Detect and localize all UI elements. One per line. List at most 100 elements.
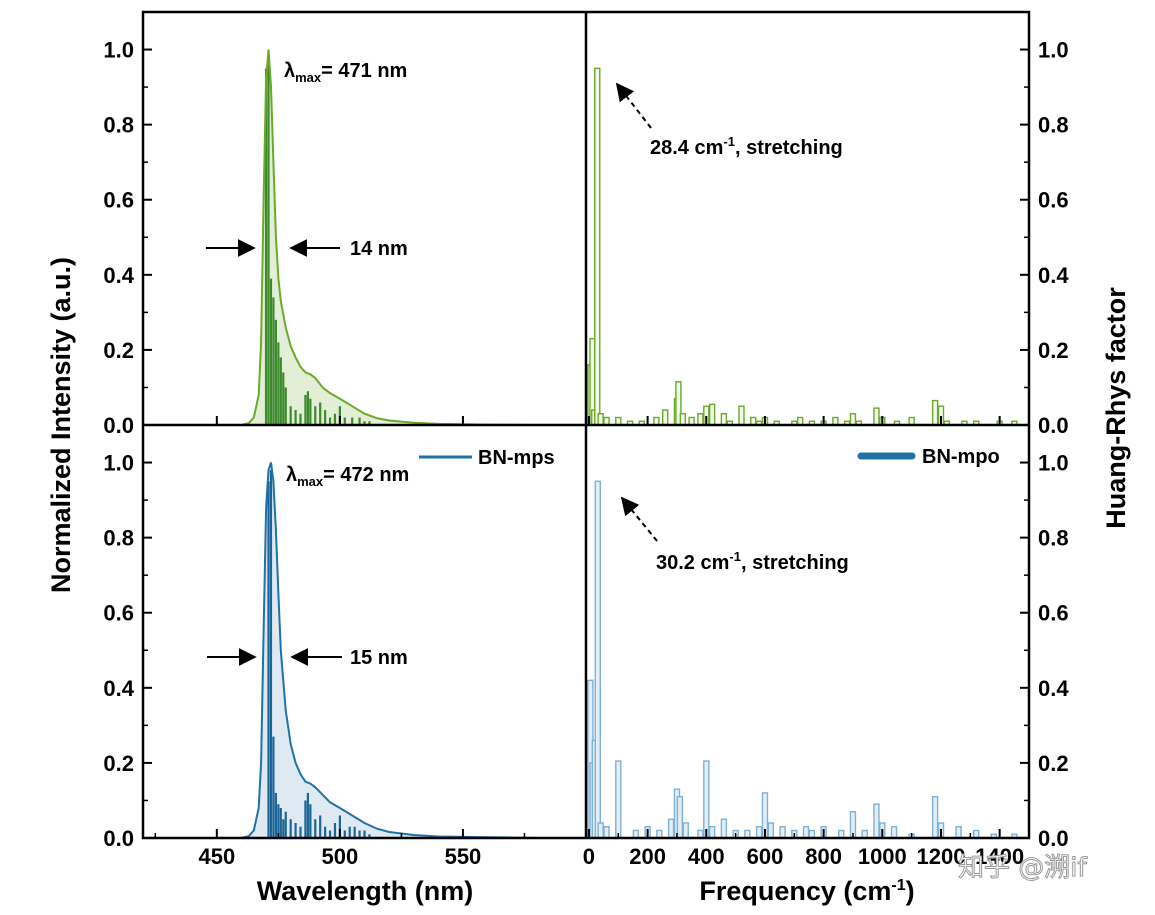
huang-rhys-bar	[890, 826, 898, 839]
x-tick-label: 500	[322, 844, 359, 869]
top-peak-arrow	[615, 82, 652, 129]
x-tick-label: 1200	[917, 844, 966, 869]
y-tick-label: 0.2	[103, 751, 134, 776]
top-peak-label: 28.4 cm-1, stretching	[650, 134, 843, 159]
huang-rhys-bar	[679, 413, 687, 426]
huang-rhys-bar	[767, 822, 775, 839]
bottom-peak-value: 30.2 cm	[656, 552, 729, 574]
y-tick-label: 0.8	[103, 113, 134, 138]
top-peak-suffix: , stretching	[735, 137, 843, 159]
huang-rhys-bar	[755, 826, 763, 839]
y-tick-label: 0.4	[1038, 676, 1069, 701]
y-tick-label: 0.2	[103, 338, 134, 363]
right-x-axis-label-main: Frequency (cm	[699, 876, 891, 906]
huang-rhys-bar	[697, 413, 704, 426]
x-tick-label: 550	[445, 844, 482, 869]
x-tick-label: 0	[583, 844, 595, 869]
huang-rhys-bar	[603, 826, 610, 839]
bottom-peak-arrow	[620, 496, 658, 542]
bottom-peak-suffix: , stretching	[741, 552, 849, 574]
emission-curve	[229, 462, 586, 839]
y-tick-label: 0.0	[103, 826, 134, 851]
y-tick-label: 0.8	[103, 526, 134, 551]
huang-rhys-bar	[667, 818, 675, 839]
huang-rhys-bar	[597, 822, 604, 839]
y-tick-label: 0.4	[1038, 263, 1069, 288]
huang-rhys-bar	[708, 403, 716, 426]
huang-rhys-bar	[955, 826, 962, 839]
left-y-axis-label: Normalized Intensity (a.u.)	[46, 257, 76, 593]
legend-label-bn-mps: BN-mps	[478, 447, 555, 469]
bottom-lambda-value: = 472 nm	[323, 464, 409, 486]
right-x-axis-label: Frequency (cm-1)	[699, 876, 914, 906]
y-tick-label: 1.0	[103, 451, 134, 476]
right-x-axis-label-end: )	[906, 876, 915, 906]
x-tick-label: 450	[198, 844, 235, 869]
y-tick-label: 0.2	[1038, 338, 1069, 363]
y-tick-label: 0.6	[103, 601, 134, 626]
x-tick-label: 1000	[858, 844, 907, 869]
emission-fill	[229, 462, 586, 838]
bottom-right-panel	[587, 480, 1018, 839]
x-tick-label: 600	[747, 844, 784, 869]
bottom-peak-label: 30.2 cm-1, stretching	[656, 549, 849, 574]
huang-rhys-bar	[873, 407, 880, 426]
y-tick-label: 0.4	[103, 263, 134, 288]
huang-rhys-bar	[594, 67, 601, 426]
y-tick-label: 1.0	[1038, 451, 1069, 476]
huang-rhys-bar	[708, 826, 716, 839]
bottom-lambda-sub: max	[297, 474, 324, 489]
y-tick-label: 0.2	[1038, 751, 1069, 776]
top-peak-sup: -1	[723, 134, 735, 149]
watermark: 知乎 @溯if	[958, 853, 1087, 883]
y-tick-label: 0.6	[1038, 188, 1069, 213]
top-right-panel	[587, 67, 1018, 426]
huang-rhys-bar	[931, 399, 939, 426]
bottom-fwhm-label: 15 nm	[350, 647, 408, 669]
y-tick-label: 0.6	[103, 188, 134, 213]
emission-curve	[229, 49, 586, 426]
x-tick-label: 1400	[975, 844, 1024, 869]
huang-rhys-bar	[873, 803, 880, 839]
huang-rhys-bar	[676, 796, 684, 839]
bottom-peak-sup: -1	[729, 549, 741, 564]
y-tick-label: 1.0	[103, 38, 134, 63]
top-left-panel	[229, 49, 586, 426]
y-tick-label: 0.0	[1038, 826, 1069, 851]
huang-rhys-bar	[802, 826, 810, 839]
right-x-axis-label-sup: -1	[891, 877, 905, 894]
y-tick-label: 0.6	[1038, 601, 1069, 626]
huang-rhys-bar	[615, 760, 622, 839]
huang-rhys-bar	[594, 480, 601, 839]
bottom-lambda-max-label: λmax= 472 nm	[286, 464, 409, 489]
top-lambda-symbol: λ	[284, 60, 295, 82]
huang-rhys-bar	[720, 818, 728, 839]
huang-rhys-bar	[779, 826, 786, 839]
y-tick-label: 0.4	[103, 676, 134, 701]
top-fwhm-label: 14 nm	[350, 238, 408, 260]
huang-rhys-bar	[682, 822, 689, 839]
y-tick-label: 0.8	[1038, 526, 1069, 551]
top-lambda-max-label: λmax= 471 nm	[284, 60, 407, 85]
legend-label-bn-mpo: BN-mpo	[922, 446, 1000, 468]
x-tick-label: 400	[688, 844, 725, 869]
left-x-axis-label: Wavelength (nm)	[257, 876, 474, 906]
x-tick-label: 800	[805, 844, 842, 869]
right-y-axis-label: Huang-Rhys factor	[1101, 287, 1131, 529]
huang-rhys-bar	[738, 405, 745, 426]
bottom-left-panel	[229, 462, 586, 839]
huang-rhys-bar	[597, 413, 604, 426]
y-tick-label: 0.8	[1038, 113, 1069, 138]
top-peak-value: 28.4 cm	[650, 137, 723, 159]
y-tick-label: 1.0	[1038, 38, 1069, 63]
emission-fill	[229, 49, 586, 425]
y-tick-label: 0.0	[1038, 413, 1069, 438]
bottom-lambda-symbol: λ	[286, 464, 297, 486]
huang-rhys-bar	[720, 413, 728, 426]
top-lambda-value: = 471 nm	[321, 60, 407, 82]
huang-rhys-bar	[931, 796, 939, 839]
top-lambda-sub: max	[295, 70, 322, 85]
huang-rhys-bar	[662, 409, 669, 426]
x-tick-label: 200	[629, 844, 666, 869]
